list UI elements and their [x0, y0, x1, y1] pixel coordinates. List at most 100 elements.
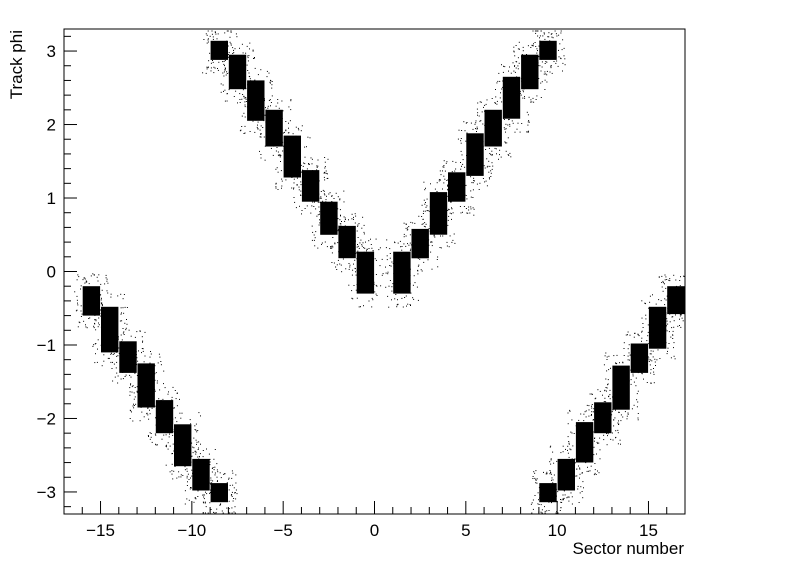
scatter-point: [253, 58, 254, 59]
scatter-point: [301, 125, 303, 127]
scatter-point: [605, 387, 607, 388]
scatter-point: [116, 355, 118, 357]
scatter-point: [319, 222, 321, 224]
scatter-point: [324, 157, 326, 158]
scatter-point: [427, 210, 429, 212]
scatter-point: [319, 211, 321, 213]
scatter-point: [482, 178, 484, 179]
scatter-point: [211, 30, 213, 32]
scatter-point: [646, 340, 648, 342]
scatter-point: [150, 353, 152, 355]
scatter-point: [522, 97, 524, 99]
scatter-point: [134, 336, 136, 338]
scatter-point: [679, 285, 681, 287]
scatter-point: [209, 492, 211, 493]
scatter-point: [363, 233, 365, 235]
scatter-point: [174, 417, 176, 419]
scatter-point: [563, 47, 565, 49]
scatter-point: [647, 331, 649, 333]
scatter-point: [570, 492, 572, 494]
scatter-point: [410, 244, 412, 246]
scatter-point: [651, 360, 653, 362]
scatter-point: [431, 241, 433, 243]
scatter-point: [482, 123, 484, 125]
scatter-point: [443, 175, 445, 177]
scatter-point: [224, 100, 226, 102]
scatter-point: [141, 336, 143, 338]
scatter-point: [262, 127, 264, 128]
scatter-point: [422, 218, 424, 220]
scatter-point: [436, 259, 438, 260]
scatter-point: [165, 464, 167, 466]
scatter-point: [677, 325, 679, 327]
scatter-point: [485, 149, 487, 150]
scatter-point: [534, 42, 536, 43]
scatter-point: [241, 43, 243, 45]
scatter-point: [375, 259, 377, 261]
scatter-point: [562, 498, 564, 500]
scatter-point: [401, 246, 403, 247]
scatter-point: [455, 161, 457, 163]
scatter-point: [315, 208, 317, 210]
scatter-point: [231, 491, 233, 493]
scatter-point: [418, 215, 420, 217]
scatter-point: [186, 468, 188, 470]
scatter-point: [405, 295, 407, 297]
scatter-point: [223, 71, 225, 73]
scatter-point: [408, 226, 410, 228]
scatter-point: [612, 439, 614, 441]
scatter-point: [197, 456, 199, 458]
scatter-point: [500, 92, 501, 94]
scatter-point: [406, 305, 407, 307]
scatter-point: [593, 474, 595, 476]
scatter-point: [125, 374, 127, 376]
scatter-point: [229, 41, 231, 43]
scatter-point: [428, 228, 430, 229]
scatter-point: [433, 235, 435, 237]
scatter-point: [680, 326, 682, 328]
scatter-point: [131, 391, 133, 393]
scatter-point: [591, 414, 592, 415]
scatter-point: [148, 418, 150, 420]
scatter-point: [490, 170, 492, 172]
scatter-point: [557, 512, 559, 514]
scatter-point: [100, 299, 102, 301]
scatter-point: [239, 130, 241, 132]
scatter-point: [374, 291, 376, 293]
scatter-point: [275, 105, 277, 107]
scatter-point: [277, 99, 279, 100]
scatter-point: [578, 419, 580, 421]
scatter-point: [533, 43, 534, 45]
scatter-point: [627, 413, 629, 415]
scatter-point: [337, 259, 339, 261]
scatter-point: [232, 47, 234, 49]
scatter-point: [386, 259, 388, 261]
scatter-point: [188, 479, 190, 480]
scatter-point: [181, 412, 183, 414]
scatter-point: [542, 35, 544, 37]
scatter-point: [407, 303, 409, 305]
scatter-point: [195, 451, 197, 453]
scatter-point: [296, 184, 298, 186]
scatter-point: [335, 192, 337, 194]
scatter-point: [354, 213, 356, 215]
scatter-point: [620, 414, 622, 416]
scatter-point: [483, 165, 485, 167]
scatter-point: [565, 448, 566, 450]
scatter-point: [243, 112, 245, 114]
scatter-point: [470, 122, 472, 124]
scatter-point: [519, 131, 521, 133]
scatter-point: [336, 264, 338, 266]
scatter-point: [107, 282, 109, 284]
scatter-point: [148, 436, 149, 437]
scatter-point: [242, 89, 244, 91]
scatter-point: [232, 53, 234, 54]
scatter-point: [313, 234, 315, 236]
scatter-point: [495, 96, 497, 98]
scatter-point: [76, 299, 78, 301]
scatter-point: [550, 471, 551, 473]
scatter-point: [546, 510, 548, 512]
scatter-point: [311, 158, 313, 160]
scatter-point: [204, 501, 206, 503]
scatter-point: [617, 432, 619, 434]
